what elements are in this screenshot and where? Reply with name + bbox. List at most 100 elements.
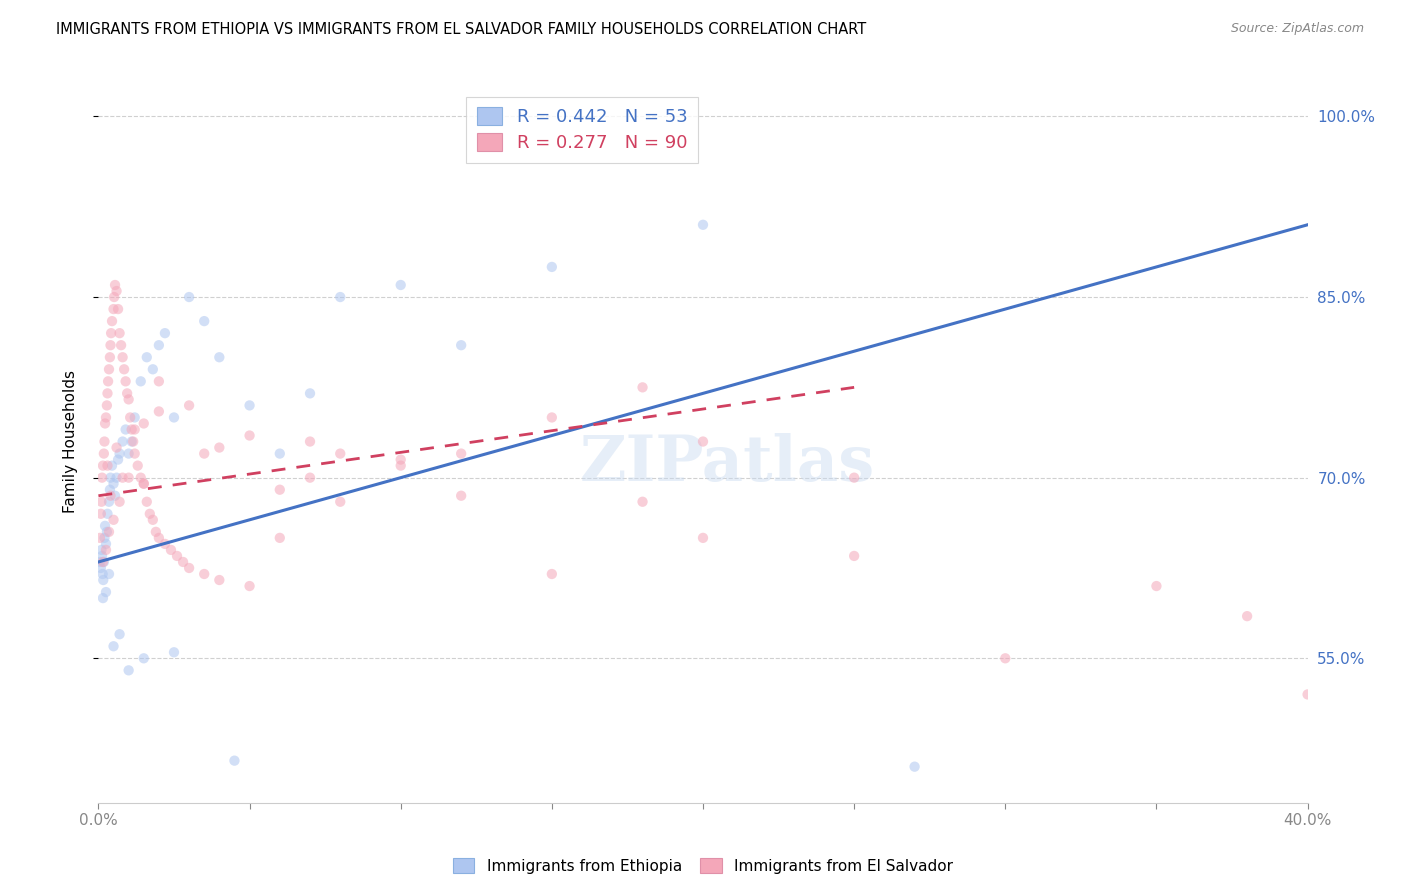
Point — [450, 338, 472, 352]
Point — [98, 524, 121, 539]
Point — [96, 398, 118, 412]
Point — [450, 446, 472, 460]
Point — [91, 458, 114, 473]
Point — [98, 350, 121, 364]
Point — [145, 524, 167, 539]
Point — [540, 410, 562, 425]
Point — [166, 549, 188, 563]
Point — [94, 417, 117, 431]
Text: IMMIGRANTS FROM ETHIOPIA VS IMMIGRANTS FROM EL SALVADOR FAMILY HOUSEHOLDS CORREL: IMMIGRANTS FROM ETHIOPIA VS IMMIGRANTS F… — [56, 22, 866, 37]
Point — [148, 375, 170, 389]
Point — [114, 422, 136, 436]
Point — [163, 645, 186, 659]
Point — [631, 494, 654, 508]
Point — [208, 573, 231, 587]
Point — [121, 434, 143, 449]
Point — [93, 555, 115, 569]
Point — [90, 542, 112, 557]
Point — [108, 326, 131, 340]
Point — [89, 531, 111, 545]
Point — [239, 428, 262, 442]
Point — [142, 362, 165, 376]
Point — [299, 386, 322, 401]
Point — [132, 476, 155, 491]
Point — [91, 567, 114, 582]
Point — [844, 549, 866, 563]
Point — [132, 417, 155, 431]
Point — [107, 301, 129, 317]
Point — [148, 338, 170, 352]
Point — [389, 452, 412, 467]
Point — [93, 531, 115, 545]
Point — [94, 537, 117, 551]
Point — [844, 471, 866, 485]
Point — [114, 375, 136, 389]
Point — [1146, 579, 1168, 593]
Point — [115, 386, 138, 401]
Point — [103, 513, 125, 527]
Point — [389, 277, 412, 292]
Point — [103, 301, 125, 317]
Point — [329, 494, 352, 508]
Point — [108, 627, 131, 641]
Point — [121, 422, 143, 436]
Point — [1296, 687, 1319, 701]
Point — [105, 471, 128, 485]
Point — [193, 314, 215, 328]
Point — [93, 434, 115, 449]
Point — [299, 434, 322, 449]
Point — [692, 218, 714, 232]
Point — [94, 542, 117, 557]
Point — [108, 446, 131, 460]
Point — [631, 380, 654, 394]
Point — [132, 476, 155, 491]
Point — [94, 585, 117, 599]
Point — [129, 471, 152, 485]
Point — [692, 531, 714, 545]
Point — [692, 434, 714, 449]
Point — [142, 513, 165, 527]
Point — [94, 410, 117, 425]
Point — [96, 458, 118, 473]
Point — [97, 375, 120, 389]
Point — [98, 494, 121, 508]
Point — [193, 446, 215, 460]
Point — [179, 290, 201, 304]
Point — [96, 386, 118, 401]
Point — [129, 375, 152, 389]
Point — [224, 754, 246, 768]
Point — [90, 561, 112, 575]
Point — [153, 537, 176, 551]
Point — [94, 518, 117, 533]
Text: ZIPatlas: ZIPatlas — [579, 433, 875, 493]
Point — [124, 422, 146, 436]
Point — [111, 350, 134, 364]
Point — [100, 471, 122, 485]
Point — [179, 398, 201, 412]
Point — [118, 392, 141, 407]
Point — [100, 489, 122, 503]
Point — [112, 362, 135, 376]
Point — [269, 483, 291, 497]
Point — [111, 471, 134, 485]
Point — [96, 524, 118, 539]
Point — [91, 549, 114, 563]
Point — [105, 441, 128, 455]
Point — [163, 410, 186, 425]
Point — [299, 471, 322, 485]
Point — [107, 452, 129, 467]
Point — [139, 507, 162, 521]
Point — [91, 555, 114, 569]
Point — [101, 314, 124, 328]
Point — [132, 651, 155, 665]
Point — [90, 494, 112, 508]
Point — [329, 290, 352, 304]
Point — [93, 446, 115, 460]
Point — [124, 410, 146, 425]
Point — [118, 471, 141, 485]
Point — [111, 434, 134, 449]
Point — [540, 260, 562, 274]
Point — [1236, 609, 1258, 624]
Point — [193, 567, 215, 582]
Point — [124, 446, 146, 460]
